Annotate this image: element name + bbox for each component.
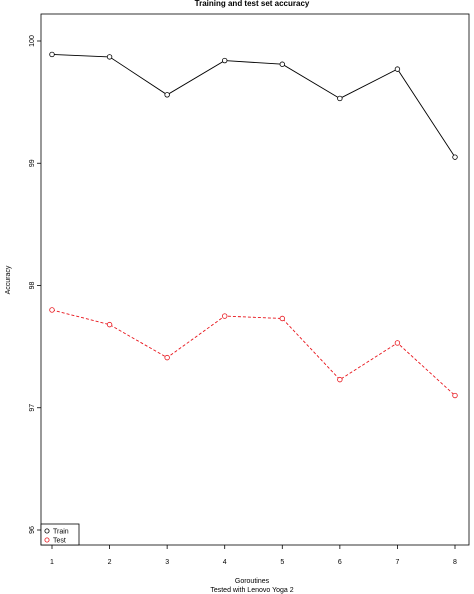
data-point-train [337,95,343,102]
x-tick-label: 5 [280,559,284,566]
legend-label-test: Test [53,538,66,545]
data-point-train [452,154,458,160]
data-point-test [164,354,170,361]
series-line-test [51,309,456,396]
data-point-test [279,315,285,322]
data-point-test [452,392,458,399]
x-tick-label: 6 [338,559,342,566]
y-tick-label: 98 [29,282,36,290]
data-point-train [279,61,285,67]
data-point-train [164,92,170,98]
chart-title: Training and test set accuracy [195,0,310,8]
x-tick-label: 7 [395,559,399,566]
legend-label-train: Train [53,529,69,536]
data-point-test [337,376,343,383]
data-point-test [222,313,228,319]
data-point-train [49,51,55,58]
legend-marker-test [44,537,50,543]
data-point-test [49,307,55,313]
y-tick-label: 100 [29,35,36,47]
x-tick-label: 8 [453,559,457,566]
x-tick-label: 2 [108,559,112,566]
series-line-train [51,53,456,158]
y-axis-label: Accuracy [5,265,12,294]
legend: Train Test [40,523,80,546]
x-axis-label: Goroutines [235,578,270,585]
y-tick-label: 99 [29,159,36,167]
data-point-train [106,54,113,60]
legend-box [40,523,80,546]
chart-subtitle: Tested with Lenovo Yoga 2 [210,587,293,594]
x-axis: 1 2 3 4 5 6 7 8 [50,545,457,566]
y-tick-label: 96 [29,526,36,534]
legend-marker-train [44,528,50,534]
data-point-train [394,66,401,72]
data-point-train [222,57,228,64]
x-tick-label: 1 [50,559,54,566]
y-axis: 96 97 98 99 100 [29,35,41,534]
x-tick-label: 3 [165,559,169,566]
plot-frame [40,13,470,546]
data-point-test [106,321,113,328]
data-point-test [394,340,401,346]
series-layer [49,51,458,399]
y-tick-label: 97 [29,404,36,412]
x-tick-label: 4 [223,559,227,566]
